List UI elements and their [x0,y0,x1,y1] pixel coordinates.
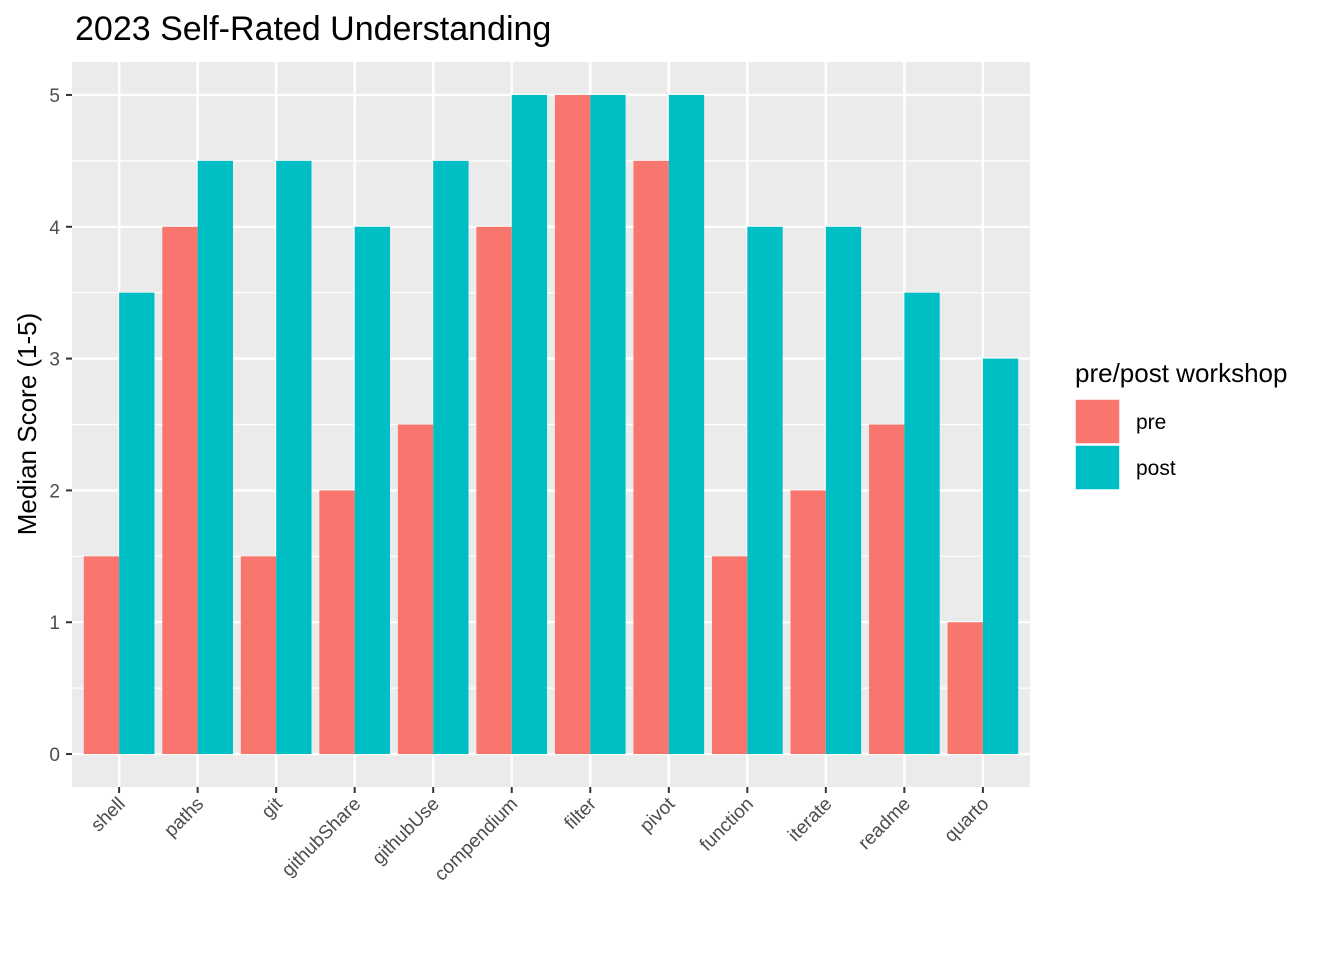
chart-title: 2023 Self-Rated Understanding [75,10,551,48]
x-tick-label: paths [160,794,208,842]
x-tick-label: githubUse [368,794,443,869]
bar-pre-iterate [790,490,826,755]
legend: pre/post workshop pre post [1074,358,1287,491]
bar-post-filter [590,94,626,755]
bar-pre-quarto [947,622,983,755]
bar-pre-filter [554,94,591,755]
y-tick-label: 2 [49,481,60,502]
y-tick-label: 3 [49,350,60,371]
bar-post-git [276,160,312,755]
bar-pre-pivot [633,160,669,755]
x-tick-label: readme [854,794,914,854]
bar-pre-git [240,556,277,755]
y-tick-label: 5 [49,86,60,107]
bar-pre-githubUse [397,424,434,755]
bar-post-paths [197,160,233,755]
x-tick-label: iterate [784,794,836,846]
bar-pre-function [711,556,748,755]
bar-post-compendium [511,94,548,755]
bar-pre-paths [162,226,198,755]
x-tick-label: quarto [940,794,993,847]
bar-pre-shell [83,556,120,755]
x-tick-label: shell [87,794,129,836]
bar-post-quarto [982,358,1019,755]
x-tick-label: compendium [431,794,523,886]
legend-key-pre [1074,398,1121,445]
bar-pre-compendium [476,226,512,755]
x-tick-label: filter [561,793,602,834]
legend-label-post: post [1136,457,1176,480]
y-tick-label: 4 [49,218,60,239]
x-tick-label: githubShare [278,794,365,881]
y-axis-title: Median Score (1-5) [12,313,42,536]
y-tick-label: 0 [49,745,60,766]
x-tick-label: pivot [636,793,680,837]
legend-title: pre/post workshop [1075,358,1287,388]
y-tick-label: 1 [49,613,60,634]
bar-post-shell [119,292,155,755]
bar-post-githubUse [433,160,469,755]
legend-key-post [1074,444,1121,491]
bar-post-pivot [668,94,705,755]
bar-post-githubShare [354,226,391,755]
bar-pre-readme [869,424,905,755]
bar-post-iterate [825,226,862,755]
bar-post-readme [904,292,940,755]
bar-post-function [747,226,783,755]
bar-pre-githubShare [319,490,355,755]
x-tick-label: function [696,794,758,856]
x-tick-label: git [258,793,288,823]
bars [83,94,1019,755]
y-axis: 0 1 2 3 4 5 [49,86,72,766]
legend-label-pre: pre [1136,411,1166,434]
